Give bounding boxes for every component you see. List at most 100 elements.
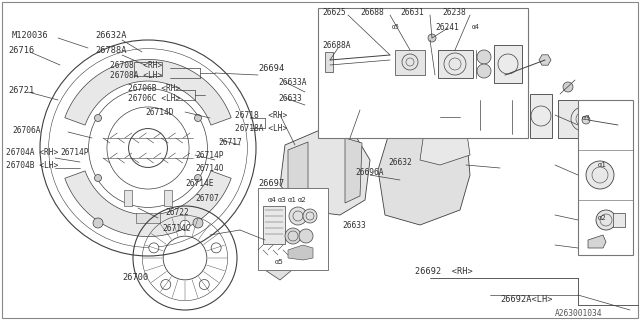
- Polygon shape: [588, 235, 606, 248]
- Text: α5: α5: [392, 24, 400, 30]
- Circle shape: [161, 279, 171, 290]
- Polygon shape: [65, 60, 231, 125]
- Polygon shape: [288, 142, 308, 205]
- Text: 26700: 26700: [122, 274, 148, 283]
- Bar: [395, 82, 440, 152]
- Circle shape: [95, 115, 102, 122]
- Text: 26238: 26238: [442, 7, 466, 17]
- Text: 26633: 26633: [278, 93, 301, 102]
- Text: 26714P: 26714P: [60, 148, 88, 156]
- Text: 26708  <RH>: 26708 <RH>: [110, 60, 163, 69]
- Text: 26722: 26722: [165, 207, 189, 217]
- Text: 26632A: 26632A: [95, 30, 127, 39]
- Bar: [395, 50, 425, 75]
- Circle shape: [512, 116, 528, 132]
- Text: 26697: 26697: [258, 179, 284, 188]
- Bar: [438, 50, 473, 78]
- Text: α4: α4: [472, 24, 480, 30]
- Circle shape: [303, 209, 317, 223]
- Bar: [613, 213, 625, 227]
- Circle shape: [149, 243, 159, 253]
- Text: 26692A<LH>: 26692A<LH>: [500, 295, 552, 305]
- Text: α3: α3: [582, 115, 591, 121]
- Text: 26696A: 26696A: [355, 167, 383, 177]
- Circle shape: [299, 229, 313, 243]
- Bar: [134, 62, 162, 76]
- Text: 26788A: 26788A: [95, 45, 127, 54]
- Text: 26633: 26633: [342, 220, 365, 229]
- Polygon shape: [539, 55, 551, 65]
- Text: 26707: 26707: [195, 194, 219, 203]
- Text: 26688A: 26688A: [322, 41, 351, 50]
- Text: 26704A <RH>: 26704A <RH>: [6, 148, 58, 156]
- Text: 26632: 26632: [388, 157, 412, 166]
- Circle shape: [477, 64, 491, 78]
- Bar: [164, 190, 172, 206]
- Text: 26706C <LH>: 26706C <LH>: [128, 93, 180, 102]
- Text: 26633A: 26633A: [278, 77, 307, 86]
- Circle shape: [195, 115, 202, 122]
- Circle shape: [596, 210, 616, 230]
- Bar: [480, 96, 508, 134]
- Circle shape: [193, 218, 203, 228]
- Bar: [558, 100, 608, 138]
- Text: α2: α2: [298, 197, 307, 203]
- Text: 26721: 26721: [8, 85, 35, 94]
- Circle shape: [211, 243, 221, 253]
- Text: α2: α2: [598, 215, 607, 221]
- Polygon shape: [462, 96, 478, 130]
- Circle shape: [199, 279, 209, 290]
- Circle shape: [291, 255, 303, 267]
- Text: 26716: 26716: [8, 45, 35, 54]
- Bar: [578, 100, 633, 255]
- Bar: [325, 52, 333, 72]
- Text: 26714O: 26714O: [195, 164, 223, 172]
- Text: 26241: 26241: [435, 22, 459, 31]
- Circle shape: [180, 220, 190, 230]
- Polygon shape: [265, 215, 315, 280]
- Circle shape: [93, 218, 103, 228]
- Bar: [136, 213, 160, 223]
- Polygon shape: [345, 138, 362, 203]
- Text: 26714D: 26714D: [145, 108, 173, 116]
- Circle shape: [289, 207, 307, 225]
- Bar: [258, 188, 328, 270]
- Circle shape: [285, 228, 301, 244]
- Text: 26714C: 26714C: [162, 223, 191, 233]
- Bar: [263, 206, 285, 244]
- Text: A263001034: A263001034: [555, 309, 602, 318]
- Text: 26631: 26631: [400, 7, 424, 17]
- Text: 26718A <LH>: 26718A <LH>: [235, 124, 287, 132]
- Circle shape: [586, 161, 614, 189]
- Text: α4: α4: [268, 197, 276, 203]
- Bar: [530, 94, 552, 138]
- Text: 26714E: 26714E: [185, 179, 214, 188]
- Polygon shape: [65, 171, 231, 236]
- Circle shape: [496, 71, 508, 83]
- Circle shape: [95, 174, 102, 181]
- Bar: [494, 45, 522, 83]
- Circle shape: [582, 116, 590, 124]
- Text: 26714P: 26714P: [195, 150, 223, 159]
- Text: 26692  <RH>: 26692 <RH>: [415, 268, 473, 276]
- Bar: [280, 255, 315, 267]
- Polygon shape: [280, 130, 370, 215]
- Text: α3: α3: [278, 197, 287, 203]
- Text: 26625: 26625: [322, 7, 346, 17]
- Text: 26706B <RH>: 26706B <RH>: [128, 84, 180, 92]
- Text: 26708A <LH>: 26708A <LH>: [110, 70, 163, 79]
- Text: α5: α5: [275, 259, 284, 265]
- Text: 26694: 26694: [258, 63, 284, 73]
- Text: 26717: 26717: [218, 138, 242, 147]
- Text: M120036: M120036: [12, 30, 49, 39]
- Polygon shape: [288, 245, 313, 260]
- Bar: [124, 190, 132, 206]
- Text: α1: α1: [288, 197, 297, 203]
- Circle shape: [477, 50, 491, 64]
- Text: 26706A: 26706A: [12, 125, 40, 134]
- Bar: [398, 86, 437, 148]
- Circle shape: [563, 82, 573, 92]
- Text: α1: α1: [598, 162, 607, 168]
- Circle shape: [428, 34, 436, 42]
- Circle shape: [195, 174, 202, 181]
